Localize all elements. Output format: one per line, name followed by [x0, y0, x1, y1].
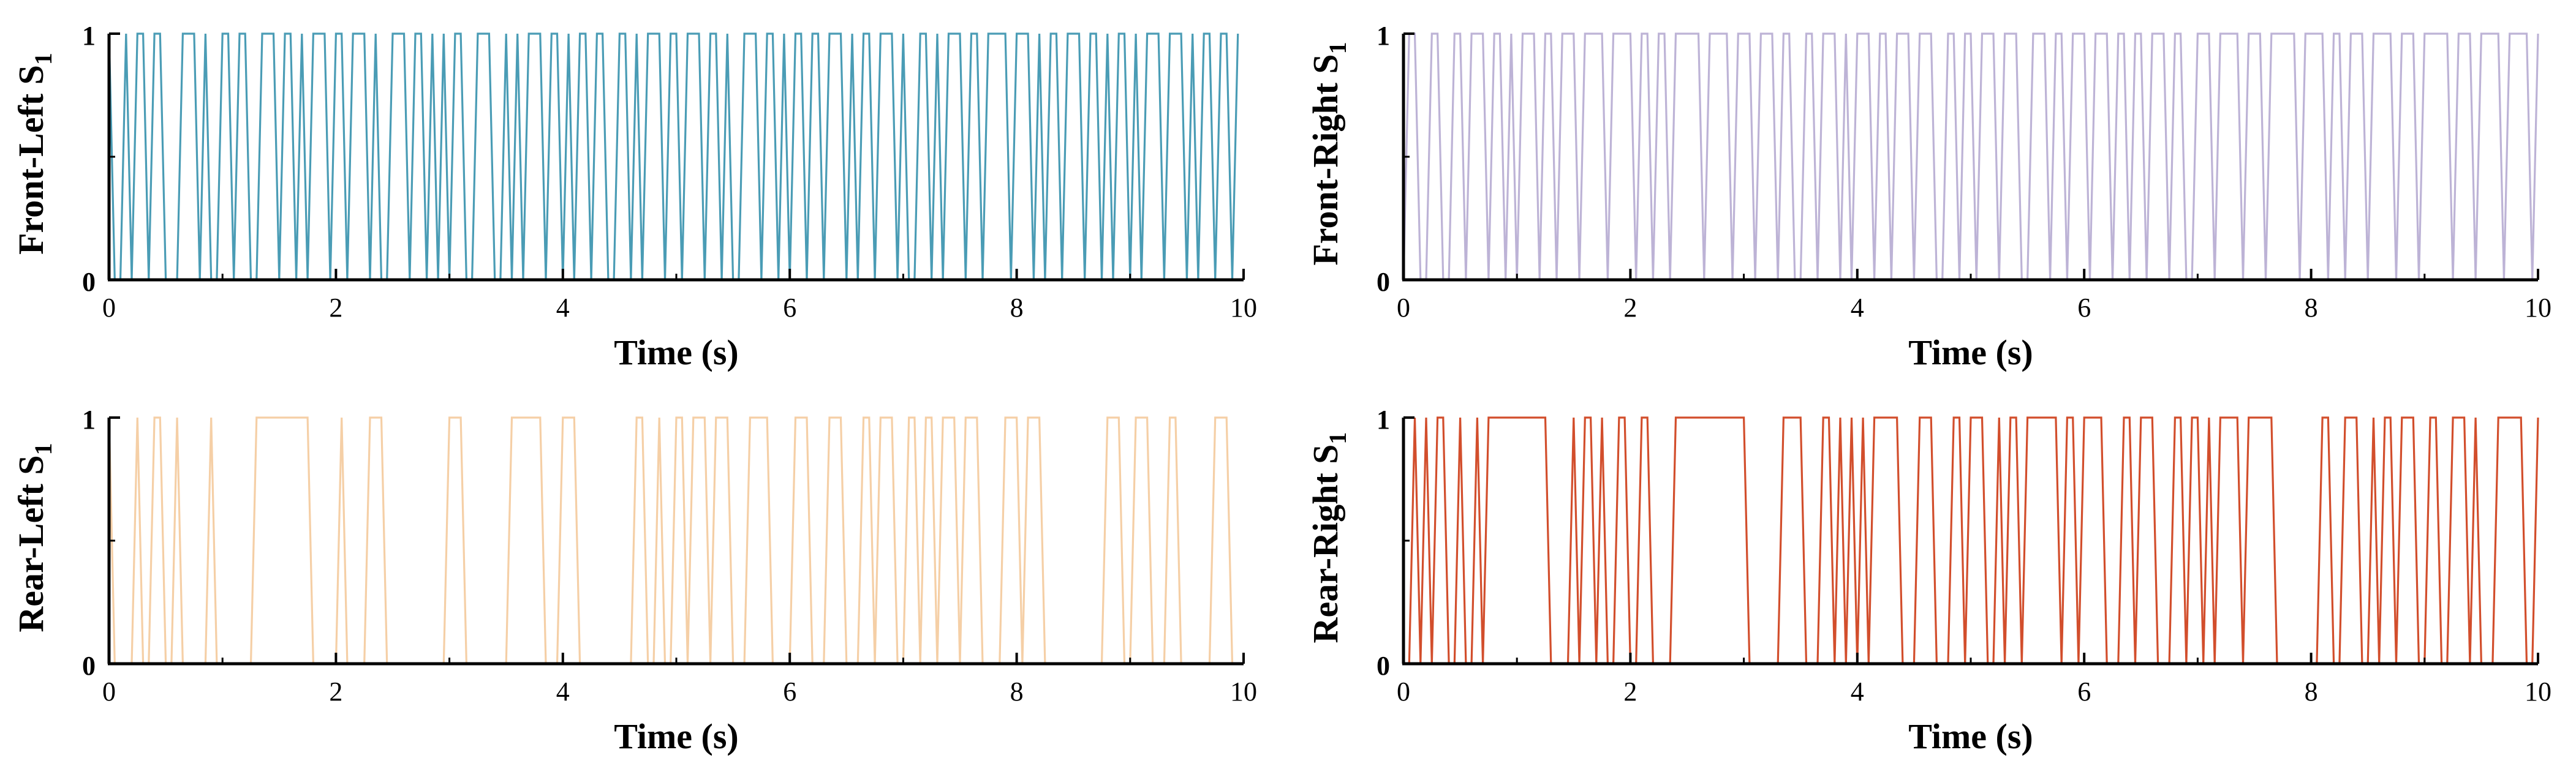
- x-tick-label: 6: [2077, 293, 2091, 323]
- x-tick-label: 6: [783, 293, 796, 323]
- x-tick-label: 0: [102, 293, 116, 323]
- x-tick-label: 8: [1010, 293, 1024, 323]
- y-axis-title: Front-Right S1: [1305, 42, 1351, 265]
- y-tick-label: 0: [1377, 651, 1390, 681]
- x-axis-title: Time (s): [1908, 716, 2033, 756]
- y-axis-title-subscript: 1: [1324, 42, 1351, 54]
- y-tick-label: 1: [1377, 405, 1390, 435]
- y-axis-title-main: Rear-Left S: [11, 455, 51, 632]
- x-tick-label: 10: [2525, 677, 2551, 707]
- y-tick-label: 0: [1377, 267, 1390, 297]
- y-axis-title-main: Front-Right S: [1305, 54, 1345, 265]
- x-tick-label: 4: [556, 293, 570, 323]
- x-tick-label: 2: [329, 293, 342, 323]
- x-tick-label: 6: [783, 677, 796, 707]
- y-axis-title-main: Rear-Right S: [1305, 445, 1345, 644]
- y-tick-label: 1: [82, 405, 96, 435]
- y-axis-title: Front-Left S1: [11, 53, 57, 255]
- x-axis-title: Time (s): [614, 716, 739, 756]
- x-axis-title: Time (s): [614, 332, 739, 372]
- x-tick-label: 0: [1397, 293, 1410, 323]
- y-tick-label: 1: [82, 21, 96, 51]
- x-tick-label: 10: [1230, 677, 1257, 707]
- series-line: [108, 416, 1244, 665]
- x-tick-label: 4: [1851, 293, 1864, 323]
- y-tick-label: 0: [82, 651, 96, 681]
- y-tick-label: 0: [82, 267, 96, 297]
- x-tick-label: 8: [2305, 293, 2318, 323]
- x-tick-label: 8: [1010, 677, 1024, 707]
- x-tick-label: 0: [102, 677, 116, 707]
- series-line: [108, 32, 1239, 281]
- y-tick-label: 1: [1377, 21, 1390, 51]
- series-line: [1402, 32, 2539, 281]
- y-axis-title: Rear-Right S1: [1305, 432, 1351, 644]
- x-tick-label: 2: [329, 677, 342, 707]
- x-tick-label: 4: [556, 677, 570, 707]
- x-tick-label: 6: [2077, 677, 2091, 707]
- x-tick-label: 2: [1623, 677, 1637, 707]
- y-axis-title-subscript: 1: [29, 53, 57, 65]
- y-axis-title-main: Front-Left S: [11, 65, 51, 255]
- x-tick-label: 2: [1623, 293, 1637, 323]
- x-axis-title: Time (s): [1908, 332, 2033, 372]
- series-line: [1403, 416, 2539, 665]
- x-tick-label: 4: [1851, 677, 1864, 707]
- x-tick-label: 8: [2305, 677, 2318, 707]
- x-tick-label: 10: [2525, 293, 2551, 323]
- x-tick-label: 0: [1397, 677, 1410, 707]
- y-axis-title-subscript: 1: [29, 443, 57, 455]
- y-axis-title: Rear-Left S1: [11, 443, 57, 632]
- x-tick-label: 10: [1230, 293, 1257, 323]
- y-axis-title-subscript: 1: [1324, 432, 1351, 445]
